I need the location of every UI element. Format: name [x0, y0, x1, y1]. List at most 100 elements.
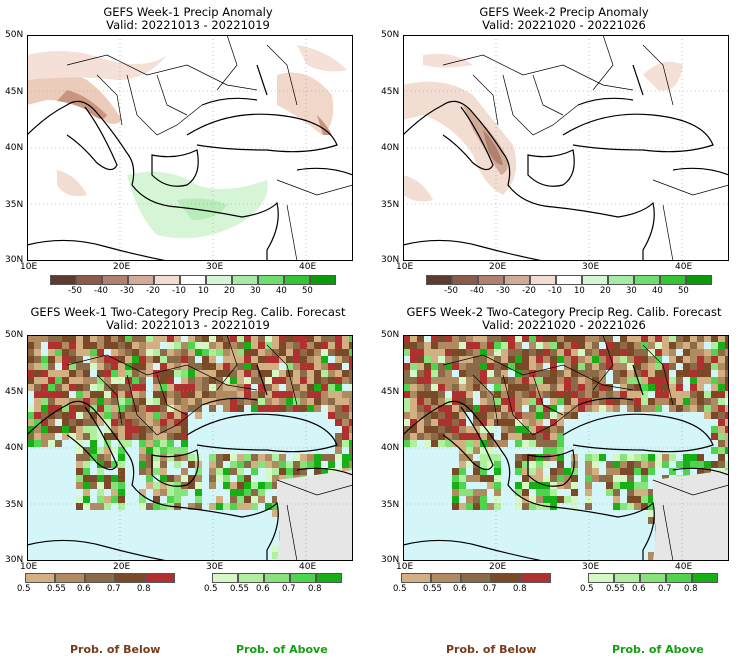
- probability-cell: [641, 461, 648, 468]
- probability-cell: [34, 363, 41, 370]
- probability-cell: [508, 363, 515, 370]
- probability-cell: [494, 475, 501, 482]
- probability-cell: [690, 335, 697, 342]
- probability-cell: [585, 461, 592, 468]
- probability-cell: [125, 419, 132, 426]
- probability-cell: [718, 377, 725, 384]
- probability-cell: [216, 377, 223, 384]
- probability-cell: [529, 482, 536, 489]
- probability-cell: [349, 398, 353, 405]
- probability-cell: [543, 356, 550, 363]
- probability-cell: [494, 496, 501, 503]
- probability-cell: [571, 398, 578, 405]
- probability-cell: [508, 426, 515, 433]
- probability-cell: [613, 363, 620, 370]
- colorbar-swatch: [461, 573, 491, 583]
- probability-cell: [174, 419, 181, 426]
- probability-cell: [466, 447, 473, 454]
- probability-cell: [410, 426, 417, 433]
- probability-cell: [445, 433, 452, 440]
- probability-cell: [536, 454, 543, 461]
- probability-cell: [293, 468, 300, 475]
- probability-cell: [515, 377, 522, 384]
- probability-cell: [181, 398, 188, 405]
- probability-cell: [697, 398, 704, 405]
- probability-cell: [529, 412, 536, 419]
- colorbar-swatch: [530, 275, 556, 285]
- probability-cell: [104, 426, 111, 433]
- probability-cell: [97, 482, 104, 489]
- probability-cell: [718, 433, 725, 440]
- probability-cell: [272, 503, 279, 510]
- probability-cell: [104, 419, 111, 426]
- colorbar-tick-label: -40: [470, 286, 484, 296]
- probability-cell: [550, 482, 557, 489]
- probability-cell: [244, 342, 251, 349]
- probability-cell: [160, 370, 167, 377]
- probability-cell: [335, 398, 342, 405]
- probability-cell: [655, 335, 662, 342]
- probability-cell: [662, 335, 669, 342]
- probability-cell: [279, 377, 286, 384]
- probability-cell: [251, 398, 258, 405]
- probability-cell: [335, 349, 342, 356]
- probability-cell: [90, 363, 97, 370]
- probability-cell: [272, 545, 279, 552]
- probability-cell: [487, 454, 494, 461]
- lon-label: 30E: [582, 262, 600, 272]
- probability-cell: [627, 349, 634, 356]
- probability-cell: [648, 552, 655, 559]
- colorbar-swatch: [452, 275, 478, 285]
- probability-cell: [104, 356, 111, 363]
- probability-cell: [683, 342, 690, 349]
- probability-cell: [459, 489, 466, 496]
- probability-cell: [557, 461, 564, 468]
- probability-cell: [543, 342, 550, 349]
- probability-cell: [711, 461, 718, 468]
- probability-cell: [620, 461, 627, 468]
- probability-cell: [279, 356, 286, 363]
- grid-lines: [403, 335, 729, 561]
- probability-cell: [543, 426, 550, 433]
- probability-cell: [536, 384, 543, 391]
- probability-cell: [459, 398, 466, 405]
- probability-cell: [111, 433, 118, 440]
- probability-cell: [34, 391, 41, 398]
- probability-cell: [648, 489, 655, 496]
- probability-cell: [174, 349, 181, 356]
- probability-cell: [111, 426, 118, 433]
- lon-label: 20E: [113, 262, 131, 272]
- lat-label: 45N: [381, 387, 400, 397]
- colorbar-tick-label: 50: [302, 286, 313, 296]
- probability-cell: [76, 405, 83, 412]
- probability-cell: [237, 454, 244, 461]
- probability-cell: [669, 384, 676, 391]
- probability-cell: [508, 398, 515, 405]
- probability-cell: [265, 454, 272, 461]
- probability-cell: [349, 461, 353, 468]
- probability-cell: [529, 426, 536, 433]
- probability-cell: [410, 419, 417, 426]
- probability-cell: [522, 335, 529, 342]
- probability-cell: [704, 370, 711, 377]
- colorbar-swatch: [634, 275, 660, 285]
- probability-cell: [452, 384, 459, 391]
- probability-cell: [704, 412, 711, 419]
- probability-cell: [536, 398, 543, 405]
- probability-cell: [648, 335, 655, 342]
- probability-cell: [286, 356, 293, 363]
- probability-cell: [452, 342, 459, 349]
- probability-cell: [97, 489, 104, 496]
- probability-cell: [223, 335, 230, 342]
- probability-cell: [494, 440, 501, 447]
- probability-cell: [690, 342, 697, 349]
- probability-cell: [293, 454, 300, 461]
- probability-cell: [104, 447, 111, 454]
- probability-cell: [55, 384, 62, 391]
- probability-cell: [48, 426, 55, 433]
- probability-cell: [452, 475, 459, 482]
- probability-cell: [459, 356, 466, 363]
- probability-cell: [188, 454, 195, 461]
- colorbar-swatch: [85, 573, 115, 583]
- probability-cell: [536, 433, 543, 440]
